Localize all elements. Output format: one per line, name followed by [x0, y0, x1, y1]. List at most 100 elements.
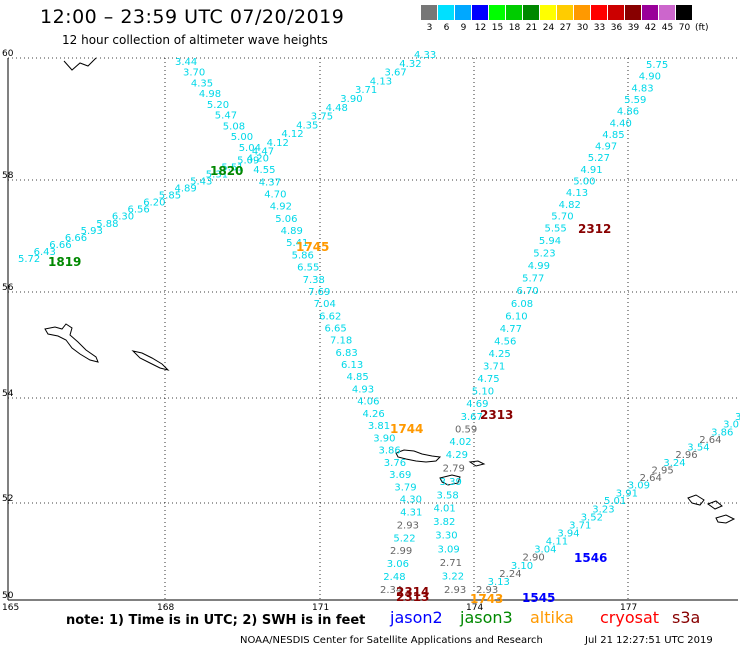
satellite-legend-item: altika: [530, 608, 574, 627]
colorbar-swatch: [489, 5, 506, 20]
wave-height-value: 6.62: [319, 311, 341, 322]
wave-height-value: 4.85: [347, 372, 369, 383]
wave-height-value: 4.86: [617, 107, 639, 118]
colorbar-label: 3: [426, 23, 433, 33]
wave-height-value: 4.48: [326, 103, 348, 114]
colorbar-label: 45: [661, 23, 674, 33]
wave-height-value: 6.66: [65, 233, 87, 244]
latitude-label: 50: [2, 591, 14, 601]
colorbar-swatch: [506, 5, 523, 20]
colorbar-swatch: [642, 5, 659, 20]
wave-height-value: 4.83: [631, 83, 653, 94]
wave-height-value: 3.39: [440, 477, 462, 488]
wave-height-value: 5.01: [604, 496, 626, 507]
pass-time-label: 1744: [390, 422, 423, 436]
colorbar-unit: (ft): [695, 23, 709, 33]
longitude-label: 174: [466, 603, 483, 610]
pass-time-label: 1745: [296, 240, 329, 254]
wave-height-value: 4.13: [370, 76, 392, 87]
wave-height-value: 4.25: [489, 349, 511, 360]
wave-height-value: 4.77: [500, 324, 522, 335]
wave-height-value: 3.44: [175, 57, 197, 68]
longitude-label: 171: [312, 603, 329, 610]
colorbar-label: 21: [525, 23, 538, 33]
wave-height-value: 5.00: [573, 177, 595, 188]
wave-height-value: 2.90: [523, 553, 545, 564]
wave-height-value: 3.91: [616, 488, 638, 499]
latitude-label: 54: [2, 389, 14, 399]
wave-height-value: 3.79: [394, 483, 416, 494]
wave-height-value: 5.47: [215, 111, 237, 122]
wave-height-value: 5.93: [81, 226, 103, 237]
coastlines: [44, 57, 736, 524]
wave-height-value: 5.04: [239, 143, 261, 154]
wave-height-value: 5.51: [221, 162, 243, 173]
wave-height-value: 4.11: [546, 537, 568, 548]
colorbar-label: 42: [644, 23, 657, 33]
wave-height-value: 4.35: [296, 120, 318, 131]
wave-height-value: 4.26: [363, 409, 385, 420]
wave-height-value: 4.90: [639, 72, 661, 83]
wave-height-value: 4.20: [247, 154, 269, 165]
wave-height-value: 3.71: [483, 362, 505, 373]
colorbar-swatch: [472, 5, 489, 20]
satellite-legend-item: jason2: [390, 608, 443, 627]
island-coastline: [439, 474, 461, 486]
wave-height-value: 4.30: [400, 495, 422, 506]
wave-height-value: 7.69: [308, 287, 330, 298]
island-coastline: [44, 323, 99, 363]
wave-height-value: 3.71: [569, 520, 591, 531]
wave-height-value: 3.04: [534, 545, 556, 556]
wave-height-value: 3.69: [389, 470, 411, 481]
colorbar-label: 30: [576, 23, 589, 33]
latitude-label: 52: [2, 494, 13, 504]
longitude-label: 177: [620, 603, 637, 610]
wave-height-map: 5.726.436.666.665.935.886.306.566.205.85…: [2, 49, 740, 610]
wave-height-value: 4.31: [400, 507, 422, 518]
wave-height-value: 3.09: [628, 481, 650, 492]
wave-height-value: 5.77: [522, 274, 544, 285]
wave-height-value: 3.75: [311, 112, 333, 123]
wave-height-value: 6.20: [143, 198, 165, 209]
wave-height-value: 5.00: [231, 132, 253, 143]
pass-time-label: 1546: [574, 551, 607, 565]
generated-timestamp: Jul 21 12:27:51 UTC 2019: [585, 635, 713, 646]
wave-height-value: 7.38: [303, 275, 325, 286]
island-coastline: [706, 500, 723, 510]
island-coastline: [715, 514, 736, 524]
wave-height-value: 3.22: [442, 571, 464, 582]
wave-height-value: 3.24: [663, 458, 685, 469]
wave-height-value: 2.24: [499, 569, 521, 580]
wave-height-value: 4.40: [610, 118, 632, 129]
colorbar-swatch: [676, 5, 693, 20]
wave-height-value: 4.13: [566, 188, 588, 199]
wave-height-value: 5.27: [588, 153, 610, 164]
wave-height-value: 6.56: [128, 205, 150, 216]
latitude-label: 58: [2, 171, 14, 181]
wave-height-value: 4.97: [595, 142, 617, 153]
pass-time-label: 2313: [396, 590, 429, 604]
wave-height-value: 4.33: [414, 50, 436, 61]
map-grid: [7, 57, 738, 601]
wave-height-value: 2.79: [443, 464, 465, 475]
wave-height-value: 4.29: [446, 450, 468, 461]
wave-height-value: 5.72: [18, 254, 40, 265]
wave-height-value: 4.02: [449, 437, 471, 448]
wave-height-value: 2.99: [390, 546, 412, 557]
island-coastline: [395, 449, 442, 463]
colorbar-swatch: [455, 5, 472, 20]
wave-height-value: 3.30: [435, 531, 457, 542]
wave-height-value: 5.08: [223, 121, 245, 132]
pass-time-label: 1819: [48, 255, 81, 269]
island-coastline: [468, 460, 486, 467]
colorbar-label: 24: [542, 23, 555, 33]
wave-height-value: 6.66: [49, 240, 71, 251]
coastline-segment: [63, 57, 97, 71]
island-coastline: [687, 494, 705, 506]
wave-height-value: 7.04: [314, 299, 336, 310]
wave-height-value: 6.70: [517, 286, 539, 297]
colorbar-swatch: [557, 5, 574, 20]
latitude-label: 56: [2, 283, 14, 293]
colorbar-label: 9: [460, 23, 467, 33]
wave-height-value: 4.89: [175, 184, 197, 195]
